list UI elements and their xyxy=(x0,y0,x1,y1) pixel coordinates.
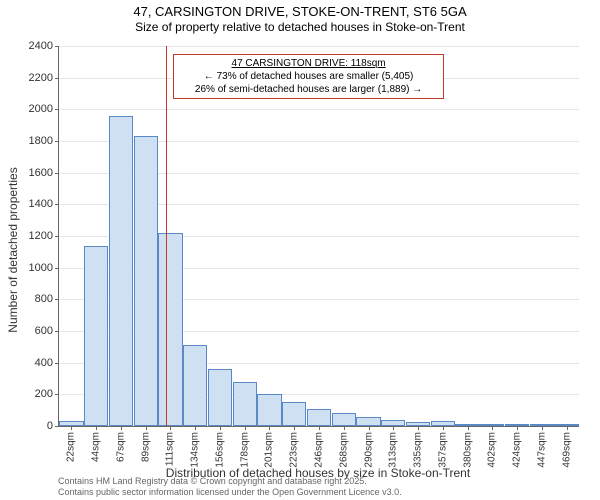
ytick-mark xyxy=(55,173,59,174)
ytick-mark xyxy=(55,268,59,269)
ytick-label: 1400 xyxy=(13,198,53,210)
xtick-label: 44sqm xyxy=(91,432,102,462)
ytick-mark xyxy=(55,299,59,300)
xtick-label: 357sqm xyxy=(437,432,448,468)
xtick-mark xyxy=(492,426,493,430)
annotation-line: 26% of semi-detached houses are larger (… xyxy=(178,83,438,96)
histogram-bar xyxy=(257,394,281,426)
annotation-line: 47 CARSINGTON DRIVE: 118sqm xyxy=(178,57,438,70)
gridline xyxy=(59,46,579,47)
xtick-label: 22sqm xyxy=(66,432,77,462)
annotation-line: ← 73% of detached houses are smaller (5,… xyxy=(178,70,438,83)
histogram-bar xyxy=(307,409,331,426)
xtick-mark xyxy=(245,426,246,430)
xtick-mark xyxy=(269,426,270,430)
xtick-mark xyxy=(146,426,147,430)
xtick-label: 268sqm xyxy=(338,432,349,468)
ytick-mark xyxy=(55,46,59,47)
ytick-mark xyxy=(55,78,59,79)
xtick-mark xyxy=(344,426,345,430)
ytick-label: 1800 xyxy=(13,135,53,147)
xtick-mark xyxy=(418,426,419,430)
credit-line-2: Contains public sector information licen… xyxy=(58,487,402,498)
xtick-mark xyxy=(517,426,518,430)
xtick-label: 201sqm xyxy=(264,432,275,468)
xtick-label: 402sqm xyxy=(487,432,498,468)
xtick-mark xyxy=(369,426,370,430)
ytick-mark xyxy=(55,236,59,237)
xtick-label: 469sqm xyxy=(561,432,572,468)
histogram-bar xyxy=(356,417,380,427)
ytick-label: 1000 xyxy=(13,262,53,274)
xtick-mark xyxy=(294,426,295,430)
xtick-label: 89sqm xyxy=(140,432,151,462)
xtick-mark xyxy=(443,426,444,430)
chart-plot-area: 0200400600800100012001400160018002000220… xyxy=(58,46,578,426)
credit-line-1: Contains HM Land Registry data © Crown c… xyxy=(58,476,402,487)
xtick-mark xyxy=(96,426,97,430)
chart-subtitle: Size of property relative to detached ho… xyxy=(0,20,600,34)
histogram-bar xyxy=(233,382,257,426)
ytick-mark xyxy=(55,426,59,427)
histogram-bar xyxy=(134,136,158,426)
xtick-label: 380sqm xyxy=(462,432,473,468)
ytick-label: 1600 xyxy=(13,167,53,179)
ytick-label: 200 xyxy=(13,388,53,400)
ytick-label: 1200 xyxy=(13,230,53,242)
ytick-label: 600 xyxy=(13,325,53,337)
ytick-label: 0 xyxy=(13,420,53,432)
plot-region: 0200400600800100012001400160018002000220… xyxy=(58,46,579,427)
chart-title: 47, CARSINGTON DRIVE, STOKE-ON-TRENT, ST… xyxy=(0,0,600,20)
ytick-label: 2200 xyxy=(13,72,53,84)
histogram-bar xyxy=(332,413,356,426)
ytick-mark xyxy=(55,331,59,332)
ytick-mark xyxy=(55,141,59,142)
xtick-mark xyxy=(220,426,221,430)
histogram-bar xyxy=(84,246,108,427)
histogram-bar xyxy=(109,116,133,426)
xtick-label: 290sqm xyxy=(363,432,374,468)
xtick-label: 246sqm xyxy=(314,432,325,468)
histogram-bar xyxy=(208,369,232,426)
xtick-mark xyxy=(542,426,543,430)
xtick-mark xyxy=(319,426,320,430)
xtick-label: 313sqm xyxy=(388,432,399,468)
histogram-bar xyxy=(158,233,182,426)
xtick-mark xyxy=(121,426,122,430)
xtick-label: 111sqm xyxy=(165,432,176,466)
xtick-label: 335sqm xyxy=(413,432,424,468)
gridline xyxy=(59,109,579,110)
xtick-mark xyxy=(170,426,171,430)
ytick-mark xyxy=(55,109,59,110)
xtick-mark xyxy=(567,426,568,430)
annotation-box: 47 CARSINGTON DRIVE: 118sqm← 73% of deta… xyxy=(173,54,443,99)
xtick-label: 178sqm xyxy=(239,432,250,468)
xtick-label: 447sqm xyxy=(536,432,547,468)
y-axis-label: Number of detached properties xyxy=(6,167,20,332)
ytick-label: 2400 xyxy=(13,40,53,52)
ytick-mark xyxy=(55,363,59,364)
histogram-bar xyxy=(282,402,306,426)
xtick-label: 424sqm xyxy=(512,432,523,468)
ytick-label: 800 xyxy=(13,293,53,305)
marker-line xyxy=(166,46,167,426)
ytick-mark xyxy=(55,394,59,395)
histogram-bar xyxy=(183,345,207,426)
xtick-mark xyxy=(71,426,72,430)
xtick-label: 67sqm xyxy=(115,432,126,462)
xtick-label: 134sqm xyxy=(190,432,201,468)
ytick-label: 2000 xyxy=(13,103,53,115)
xtick-mark xyxy=(195,426,196,430)
xtick-label: 223sqm xyxy=(289,432,300,468)
ytick-mark xyxy=(55,204,59,205)
xtick-label: 156sqm xyxy=(214,432,225,468)
xtick-mark xyxy=(393,426,394,430)
xtick-mark xyxy=(468,426,469,430)
chart-credits: Contains HM Land Registry data © Crown c… xyxy=(58,476,402,498)
ytick-label: 400 xyxy=(13,357,53,369)
